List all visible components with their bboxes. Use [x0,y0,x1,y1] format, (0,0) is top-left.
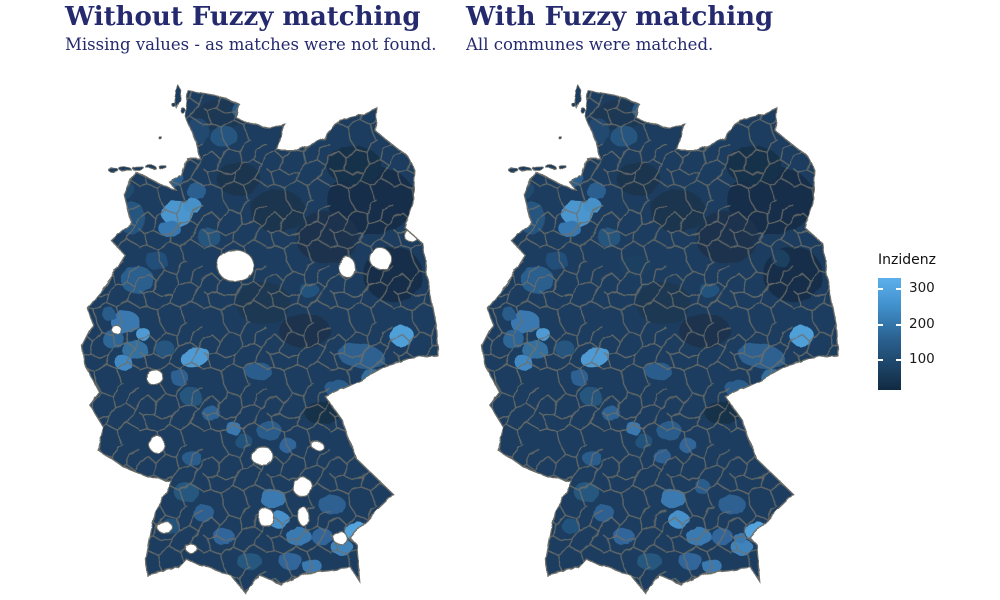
legend-tick-label: 300 [909,280,935,296]
islands-right [508,83,586,173]
tick-dash [896,359,902,361]
panel-right-header: With Fuzzy matching All communes were ma… [466,3,773,54]
panel-left-header: Without Fuzzy matching Missing values - … [65,3,437,54]
legend-gradient [878,278,901,390]
legend-tick-label: 200 [909,316,935,332]
color-legend: Inzidenz 300 200 100 [877,252,988,390]
tick-dash [877,288,883,290]
choropleth-map-without-fuzzy [81,83,440,594]
tick-dash [896,288,902,290]
legend-tick-label: 100 [909,351,935,367]
panel-right-subtitle: All communes were matched. [466,34,714,54]
tick-dash [877,359,883,361]
panel-right-title: With Fuzzy matching [466,2,774,32]
panel-left-title: Without Fuzzy matching [65,2,421,32]
choropleth-map-with-fuzzy [481,83,840,594]
islands-left [108,83,186,173]
legend-gradient-bar: 300 200 100 [877,278,935,390]
panel-left-subtitle: Missing values - as matches were not fou… [65,34,437,54]
tick-dash [896,324,902,326]
tick-dash [877,324,883,326]
legend-title: Inzidenz [878,252,936,268]
